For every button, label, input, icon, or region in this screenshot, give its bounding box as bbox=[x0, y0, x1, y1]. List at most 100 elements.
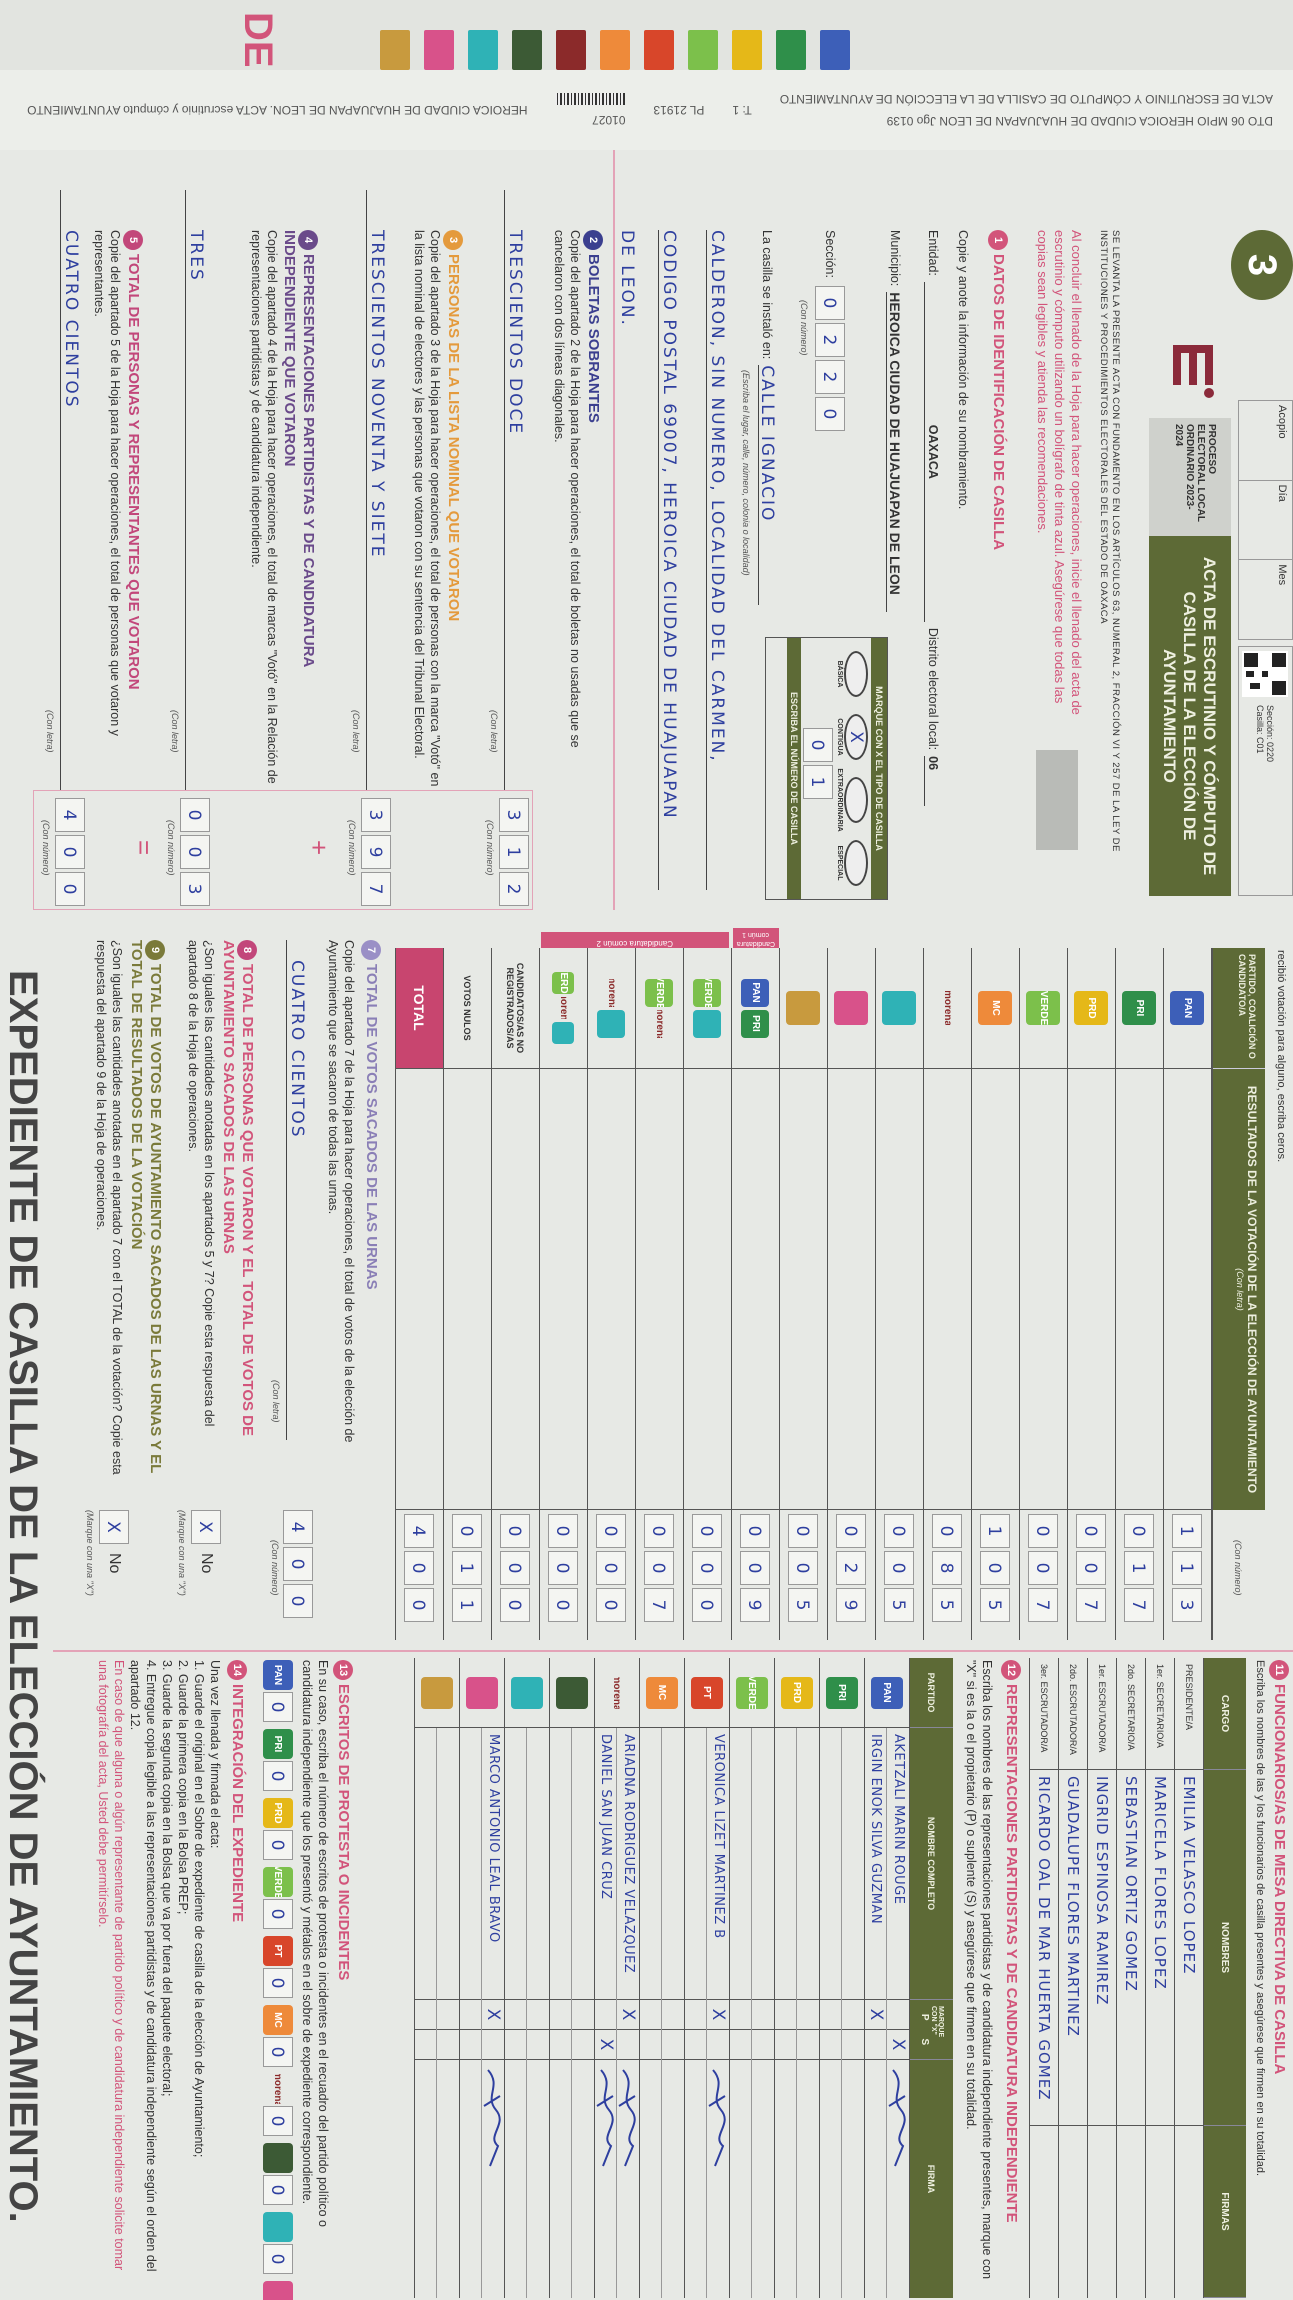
digit-box[interactable]: 0 bbox=[500, 1514, 531, 1548]
digit-box[interactable]: 0 bbox=[548, 1588, 579, 1622]
digit-box[interactable]: 1 bbox=[803, 765, 833, 799]
section-8-si-checkbox[interactable]: X bbox=[191, 1510, 221, 1544]
digit-box[interactable]: 0 bbox=[884, 1551, 915, 1585]
digit-box[interactable]: 0 bbox=[788, 1514, 819, 1548]
tipo-casilla-option[interactable]: ESPECIAL bbox=[836, 833, 868, 893]
nombre-cell[interactable] bbox=[662, 1728, 684, 2000]
s-cell[interactable] bbox=[415, 2030, 437, 2060]
results-letra-cell[interactable] bbox=[828, 1069, 875, 1510]
nombre-cell[interactable] bbox=[775, 1728, 797, 2000]
firma-cell[interactable] bbox=[730, 2060, 752, 2298]
firma-cell[interactable] bbox=[460, 2060, 482, 2298]
nombre-cell[interactable] bbox=[505, 1728, 527, 2000]
firma-cell[interactable] bbox=[415, 2060, 437, 2298]
digit-box[interactable]: 0 bbox=[692, 1588, 723, 1622]
nombre-cell[interactable]: DANIEL SAN JUAN CRUZ bbox=[595, 1728, 617, 2000]
firma-cell[interactable] bbox=[528, 2060, 550, 2298]
results-letra-cell[interactable] bbox=[780, 1069, 827, 1510]
p-cell[interactable] bbox=[415, 2000, 437, 2030]
digit-box[interactable]: 5 bbox=[932, 1588, 963, 1622]
firma-cell[interactable] bbox=[618, 2060, 640, 2298]
results-letra-cell[interactable] bbox=[444, 1069, 491, 1510]
nombre-cell[interactable]: MARICELA FLORES LOPEZ bbox=[1146, 1770, 1174, 2126]
escrito-count-box[interactable]: 0 bbox=[263, 1968, 293, 1998]
results-letra-cell[interactable] bbox=[972, 1069, 1019, 1510]
digit-box[interactable]: 3 bbox=[1172, 1588, 1203, 1622]
p-cell[interactable]: X bbox=[617, 2000, 639, 2030]
s-cell[interactable] bbox=[842, 2030, 864, 2060]
firma-cell[interactable] bbox=[1030, 2126, 1058, 2298]
digit-box[interactable]: 0 bbox=[548, 1514, 579, 1548]
results-letra-cell[interactable] bbox=[492, 1069, 539, 1510]
nombre-cell[interactable] bbox=[752, 1728, 774, 2000]
digit-box[interactable]: 7 bbox=[1124, 1588, 1155, 1622]
digit-box[interactable]: 7 bbox=[1028, 1588, 1059, 1622]
digit-box[interactable]: 5 bbox=[788, 1588, 819, 1622]
tipo-casilla-option[interactable]: X CONTIGUA bbox=[836, 707, 868, 767]
digit-box[interactable]: 2 bbox=[815, 322, 845, 357]
escrito-count-box[interactable]: 0 bbox=[263, 2244, 293, 2274]
digit-box[interactable]: 7 bbox=[1076, 1588, 1107, 1622]
p-cell[interactable] bbox=[460, 2000, 482, 2030]
p-cell[interactable] bbox=[662, 2000, 684, 2030]
nombre-cell[interactable] bbox=[550, 1728, 572, 2000]
results-letra-cell[interactable] bbox=[924, 1069, 971, 1510]
p-cell[interactable] bbox=[640, 2000, 662, 2030]
p-cell[interactable] bbox=[730, 2000, 752, 2030]
digit-box[interactable]: 1 bbox=[1172, 1551, 1203, 1585]
p-cell[interactable] bbox=[685, 2000, 707, 2030]
results-letra-cell[interactable] bbox=[876, 1069, 923, 1510]
escrito-count-box[interactable]: 0 bbox=[263, 1692, 293, 1722]
firma-cell[interactable] bbox=[550, 2060, 572, 2298]
results-letra-cell[interactable] bbox=[684, 1069, 731, 1510]
s-cell[interactable] bbox=[460, 2030, 482, 2060]
firma-cell[interactable] bbox=[865, 2060, 887, 2298]
s-cell[interactable] bbox=[617, 2030, 639, 2060]
firma-cell[interactable] bbox=[573, 2060, 595, 2298]
tipo-casilla-option[interactable]: BÁSICA bbox=[836, 644, 868, 704]
nombre-cell[interactable]: RICARDO OAL DE MAR HUERTA GOMEZ bbox=[1030, 1770, 1058, 2126]
results-letra-cell[interactable] bbox=[636, 1069, 683, 1510]
digit-box[interactable]: 0 bbox=[836, 1514, 867, 1548]
nombre-cell[interactable] bbox=[820, 1728, 842, 2000]
firma-cell[interactable] bbox=[640, 2060, 662, 2298]
digit-box[interactable]: 1 bbox=[1172, 1514, 1203, 1548]
p-cell[interactable]: X bbox=[707, 2000, 729, 2030]
results-letra-cell[interactable] bbox=[588, 1069, 635, 1510]
p-cell[interactable] bbox=[797, 2000, 819, 2030]
p-cell[interactable] bbox=[550, 2000, 572, 2030]
nombre-cell[interactable]: IRGIN ENOK SILVA GUZMAN bbox=[865, 1728, 887, 2000]
digit-box[interactable]: 0 bbox=[740, 1551, 771, 1585]
s-cell[interactable] bbox=[865, 2030, 887, 2060]
digit-box[interactable]: 2 bbox=[815, 359, 845, 394]
s-cell[interactable] bbox=[820, 2030, 842, 2060]
digit-box[interactable]: 4 bbox=[283, 1510, 313, 1544]
firma-cell[interactable] bbox=[1088, 2126, 1116, 2298]
digit-box[interactable]: 0 bbox=[283, 1547, 313, 1581]
digit-box[interactable]: 0 bbox=[740, 1514, 771, 1548]
tipo-casilla-option[interactable]: EXTRAORDINARIA bbox=[836, 768, 868, 832]
nombre-cell[interactable]: INGRID ESPINOSA RAMIREZ bbox=[1088, 1770, 1116, 2126]
digit-box[interactable]: 2 bbox=[836, 1551, 867, 1585]
digit-box[interactable]: 4 bbox=[404, 1514, 435, 1548]
digit-box[interactable]: 5 bbox=[980, 1588, 1011, 1622]
p-cell[interactable] bbox=[820, 2000, 842, 2030]
digit-box[interactable]: 0 bbox=[692, 1514, 723, 1548]
digit-box[interactable]: 0 bbox=[1076, 1551, 1107, 1585]
digit-box[interactable]: 0 bbox=[692, 1551, 723, 1585]
escrito-count-box[interactable]: 0 bbox=[263, 1761, 293, 1791]
tipo-casilla-oval[interactable] bbox=[844, 840, 868, 886]
p-cell[interactable] bbox=[775, 2000, 797, 2030]
firma-cell[interactable] bbox=[1146, 2126, 1174, 2298]
s-cell[interactable] bbox=[572, 2030, 594, 2060]
firma-cell[interactable] bbox=[1175, 2126, 1203, 2298]
firma-cell[interactable] bbox=[1059, 2126, 1087, 2298]
s-cell[interactable] bbox=[707, 2030, 729, 2060]
results-letra-cell[interactable] bbox=[1116, 1069, 1163, 1510]
digit-box[interactable]: 0 bbox=[980, 1551, 1011, 1585]
digit-box[interactable]: 0 bbox=[596, 1551, 627, 1585]
escrito-count-box[interactable]: 0 bbox=[263, 1899, 293, 1929]
section-9-si-checkbox[interactable]: X bbox=[99, 1510, 129, 1544]
s-cell[interactable]: X bbox=[887, 2030, 909, 2060]
results-letra-cell[interactable] bbox=[1020, 1069, 1067, 1510]
